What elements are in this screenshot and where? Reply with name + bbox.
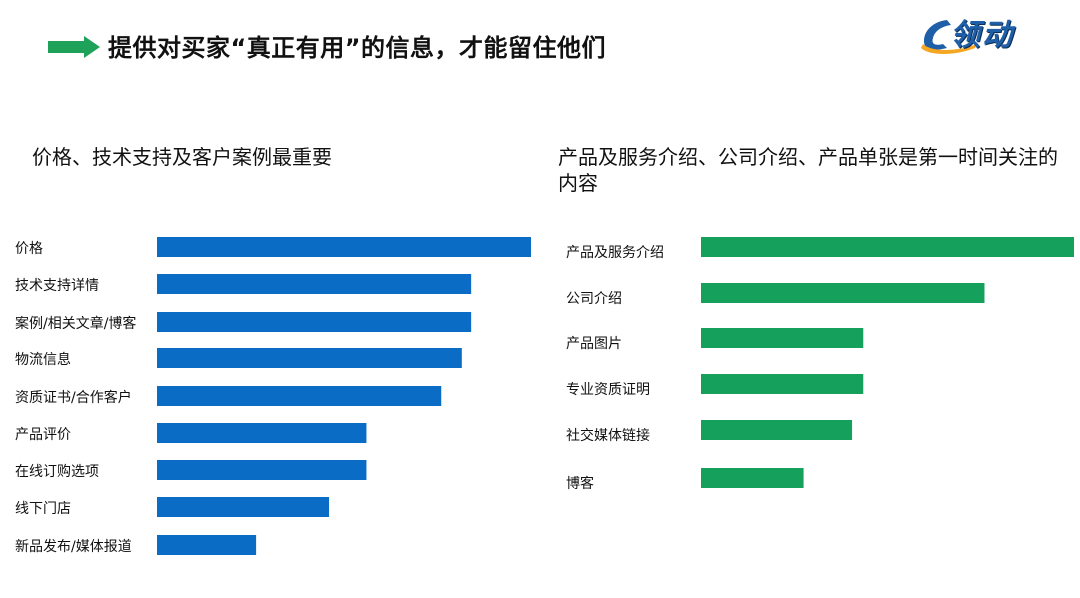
- category-label: 资质证书/合作客户: [15, 389, 132, 406]
- category-label: 技术支持详情: [15, 278, 99, 294]
- bar: [157, 312, 472, 332]
- category-label: 线下门店: [15, 501, 71, 517]
- category-label: 专业资质证明: [566, 382, 650, 398]
- bar: [157, 237, 531, 257]
- category-label: 价格: [15, 241, 43, 257]
- right-chart-title: 产品及服务介绍、公司介绍、产品单张是第一时间关注的内容: [558, 145, 1058, 195]
- category-label: 新品发布/媒体报道: [15, 539, 132, 555]
- bar: [157, 274, 472, 294]
- bar: [701, 237, 1074, 257]
- category-label: 社交媒体链接: [566, 427, 650, 444]
- category-label: 产品图片: [566, 336, 622, 352]
- category-label: 产品及服务介绍: [566, 245, 664, 261]
- category-label: 产品评价: [15, 427, 71, 443]
- bar: [701, 328, 864, 348]
- bar: [701, 374, 864, 394]
- bar: [157, 460, 367, 480]
- category-label: 物流信息: [15, 351, 71, 368]
- logo-icon: [921, 20, 977, 54]
- bar: [157, 348, 462, 368]
- category-label: 案例/相关文章/博客: [15, 315, 136, 332]
- logo-text: 领动: [950, 18, 1014, 53]
- bar: [157, 535, 257, 555]
- category-label: 在线订购选项: [15, 464, 99, 480]
- bar: [157, 423, 367, 443]
- header-arrow-icon: [48, 36, 100, 58]
- bar: [701, 468, 804, 488]
- bar: [157, 497, 330, 517]
- category-label: 博客: [566, 475, 594, 492]
- bar: [701, 283, 985, 303]
- bar: [157, 386, 442, 406]
- category-label: 公司介绍: [566, 291, 622, 307]
- bar: [701, 420, 853, 440]
- left-chart-title: 价格、技术支持及客户案例最重要: [32, 145, 332, 169]
- page-title: 提供对买家“真正有用”的信息，才能留住他们: [108, 34, 607, 62]
